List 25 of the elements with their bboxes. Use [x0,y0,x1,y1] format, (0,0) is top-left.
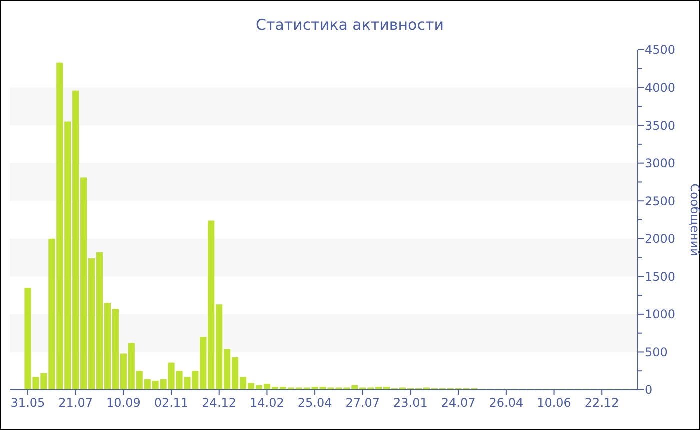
y-tick-label: 500 [645,345,668,360]
y-tick-label: 4500 [645,43,676,58]
x-tick-label: 27.07 [346,396,380,410]
x-tick-label: 24.07 [441,396,476,410]
y-tick-label: 2500 [645,194,676,208]
x-tick-label: 10.09 [106,396,141,410]
chart-title: Статистика активности [256,16,444,34]
y-tick-label: 2000 [645,232,676,246]
y-axis-title: Сообщений [688,184,700,256]
x-tick-label: 31.05 [10,396,46,410]
x-tick-label: 14.02 [250,396,284,410]
x-tick-label: 24.12 [202,396,237,410]
y-tick-label: 1000 [645,308,676,322]
x-tick-label: 23.01 [394,396,428,410]
y-tick-label: 3500 [645,118,676,133]
x-tick-label: 02.11 [154,396,189,410]
x-tick-label: 25.04 [298,396,332,410]
x-tick-label: 26.04 [489,396,524,410]
y-tick-label: 1500 [645,270,676,284]
y-tick-label: 4000 [645,80,676,95]
y-tick-label: 0 [645,383,653,398]
y-tick-label: 3000 [645,156,676,171]
x-tick-label: 21.07 [58,396,94,410]
x-tick-label: 22.12 [584,396,620,410]
x-tick-label: 10.06 [537,396,572,410]
